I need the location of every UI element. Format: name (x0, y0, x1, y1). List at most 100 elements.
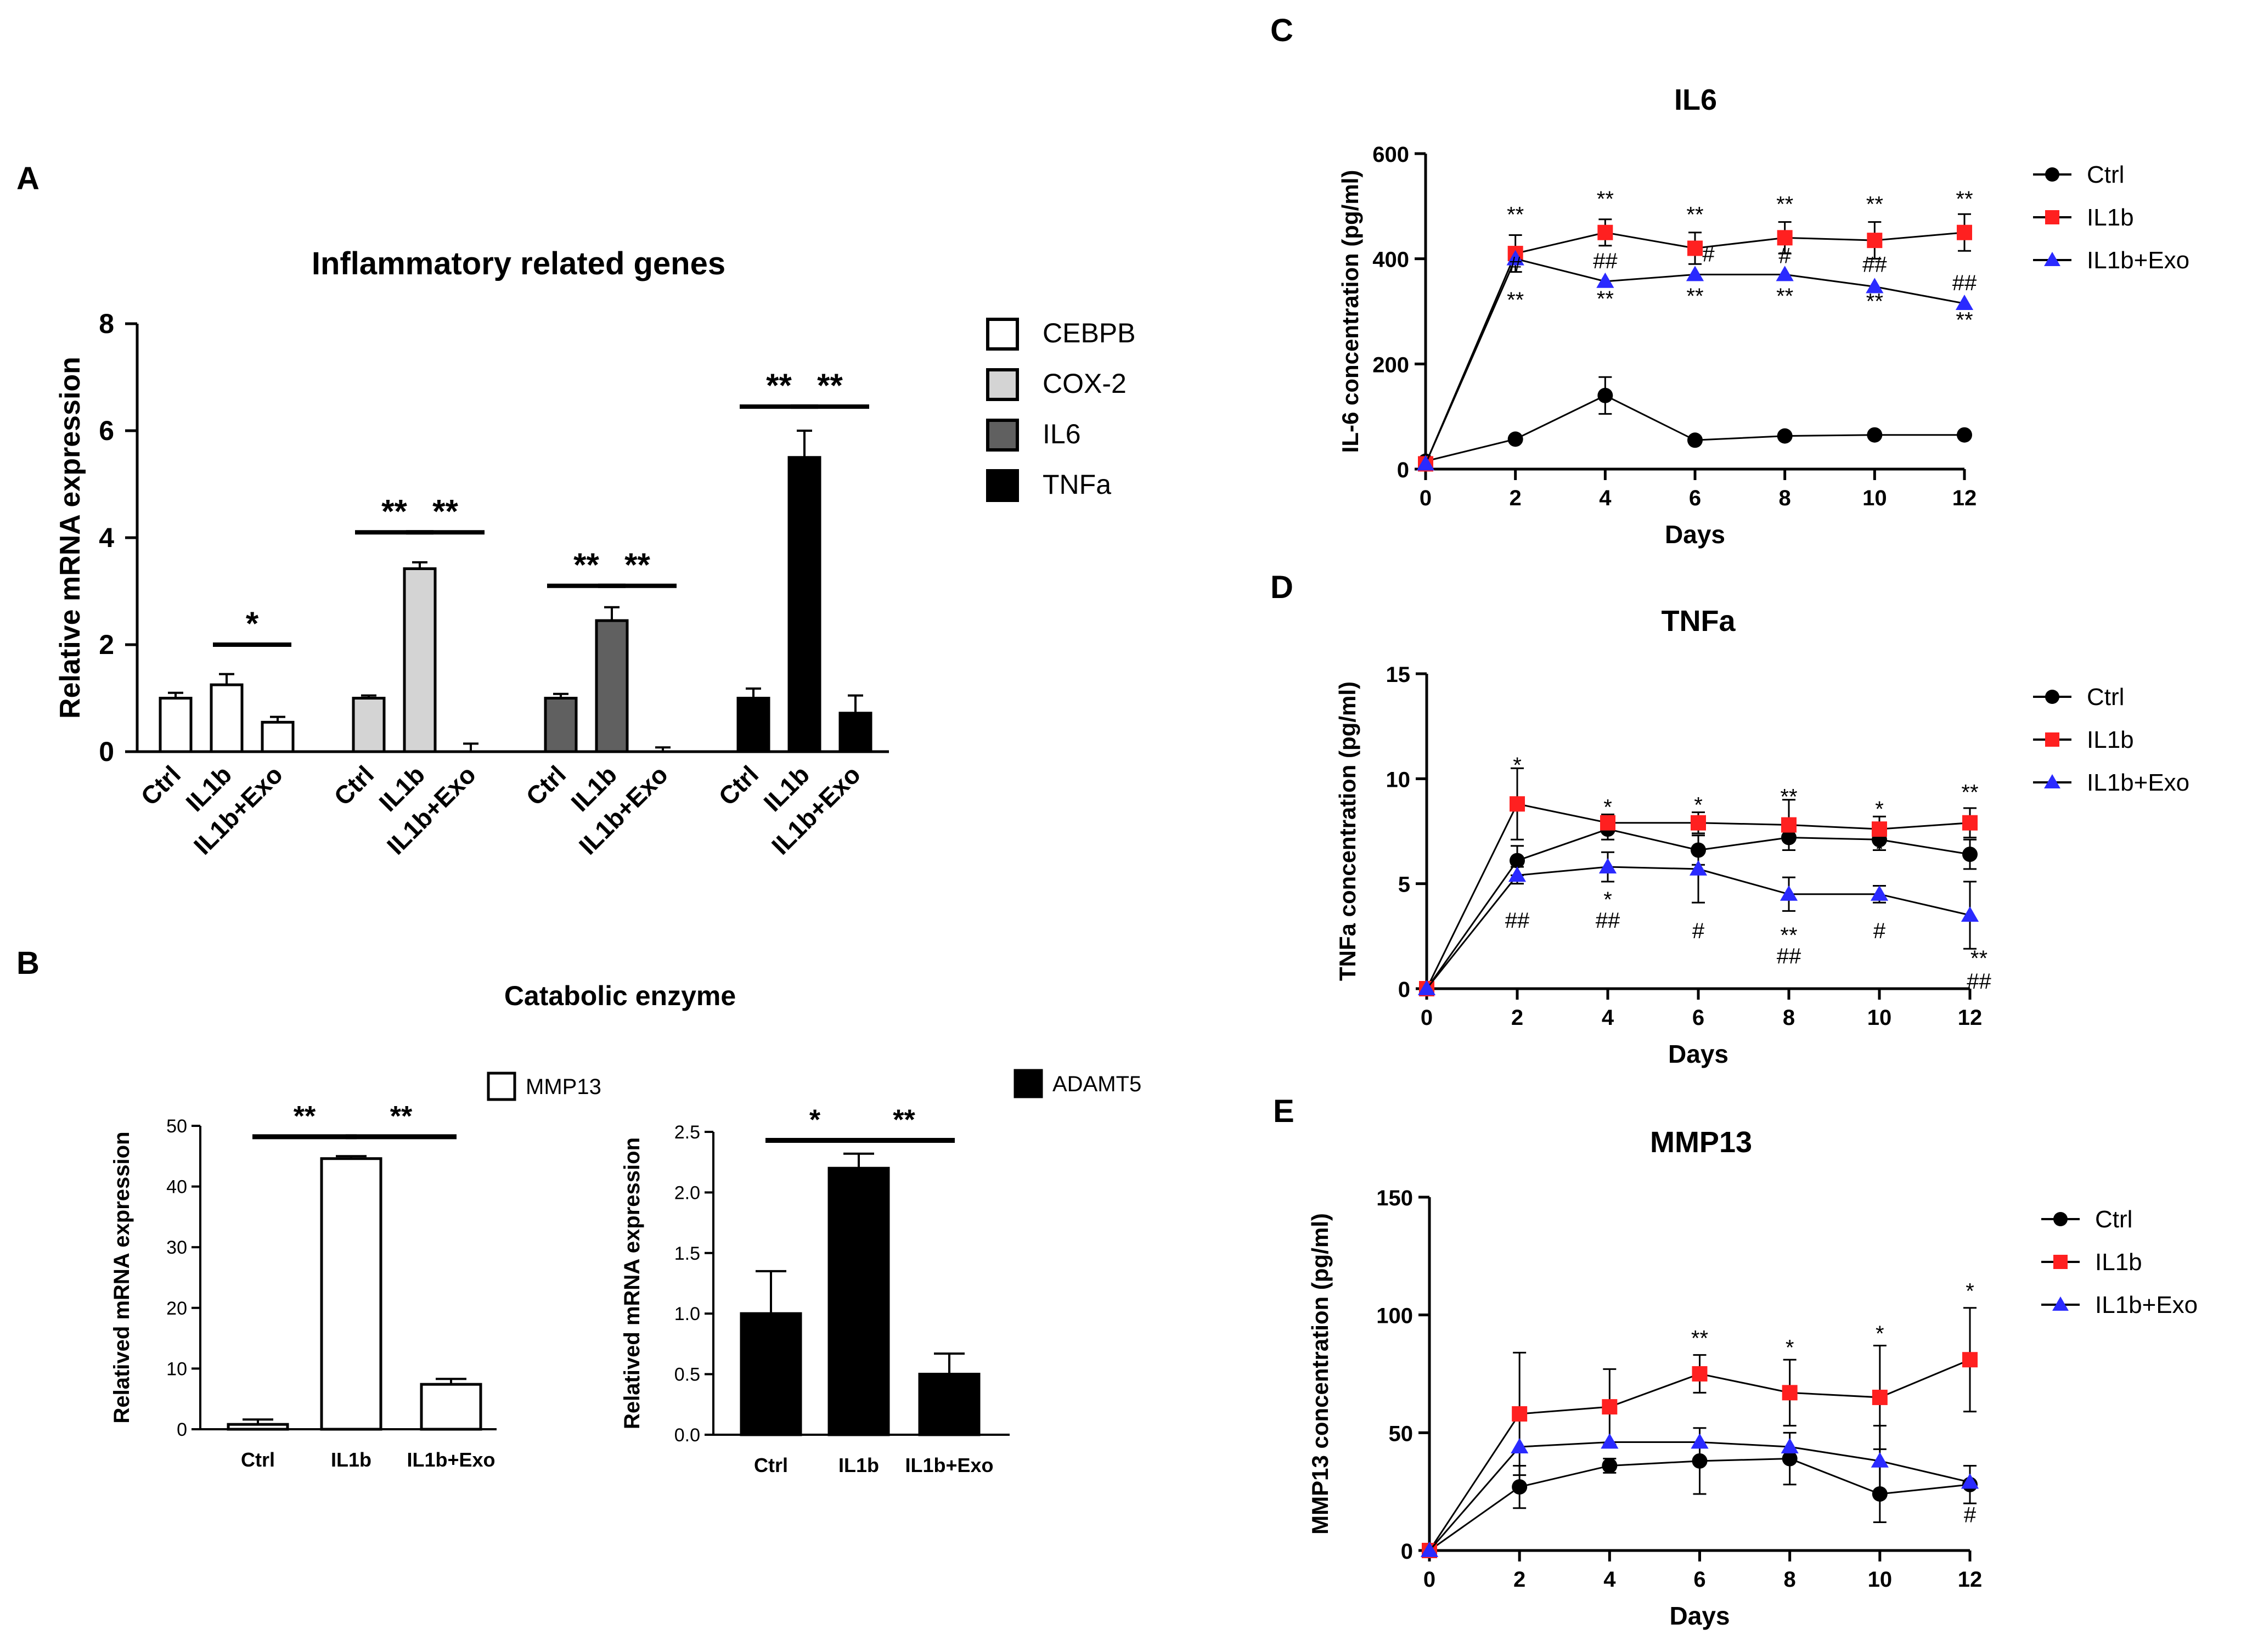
panel-b-mmp13-legend-label: MMP13 (526, 1075, 601, 1099)
panel-b-mmp13-y-tick-label: 40 (166, 1177, 187, 1198)
panel-label-d: D (1270, 570, 1293, 605)
panel-b-adamt5-y-tick-label: 0.5 (674, 1365, 700, 1385)
panel-d-marker (1870, 885, 1889, 901)
panel-a-bar (210, 683, 244, 753)
panel-a-significance-label: * (246, 605, 259, 642)
panel-label-c: C (1270, 13, 1293, 48)
panel-b-adamt5-y-axis-label: Relatived mRNA expression (620, 1137, 644, 1429)
panel-b-mmp13-legend-swatch (487, 1072, 516, 1101)
panel-d-marker (1598, 858, 1617, 873)
panel-a-significance-label: ** (624, 546, 650, 583)
panel-a-significance-label: ** (381, 493, 407, 529)
panel-d-legend-marker (2045, 732, 2059, 747)
panel-c-annotation: ** (1507, 203, 1524, 227)
panel-c-annotation: ** (1956, 187, 1973, 211)
panel-d-marker (1962, 815, 1978, 831)
panel-c-y-tick-label: 400 (1372, 248, 1409, 272)
panel-d-title: TNFa (1662, 605, 1736, 638)
panel-c-annotation: ** (1956, 308, 1973, 332)
panel-e-legend-marker (2052, 1296, 2069, 1311)
panel-e-x-tick-label: 6 (1693, 1568, 1705, 1592)
panel-b-adamt5-y-tick-label: 1.0 (674, 1304, 700, 1324)
panel-c-marker (1867, 427, 1883, 443)
panel-a-significance-label: ** (766, 367, 792, 404)
panel-d-marker (1510, 853, 1525, 869)
panel-d-x-tick-label: 2 (1511, 1006, 1523, 1030)
panel-d-annotation: ** (1961, 781, 1978, 805)
panel-c-marker (1596, 272, 1614, 288)
panel-e-annotation: ** (1691, 1326, 1708, 1350)
panel-d-annotation: # (1692, 919, 1705, 943)
panel-c-marker (1957, 224, 1972, 240)
panel-a-legend-swatch (986, 469, 1019, 502)
panel-b-mmp13-y-tick-label: 0 (177, 1419, 187, 1440)
panel-c-legend-marker (2045, 167, 2059, 182)
panel-e-marker (1691, 1433, 1709, 1449)
panel-d-x-tick-label: 10 (1867, 1006, 1892, 1030)
panel-c-legend-label: IL1b (2087, 204, 2134, 231)
panel-e-x-tick-label: 4 (1603, 1568, 1616, 1592)
panel-d-marker (1961, 906, 1979, 922)
panel-c-annotation: ## (1593, 249, 1618, 273)
panel-a-legend-swatch (986, 318, 1019, 351)
panel-e-marker (1872, 1389, 1888, 1405)
panel-d-annotation: * (1875, 837, 1884, 861)
panel-a-significance-label: ** (573, 546, 599, 583)
panel-a-x-tick-label: Ctrl (520, 760, 571, 811)
panel-c-x-axis-label: Days (1665, 520, 1725, 549)
panel-d-legend-label: Ctrl (2087, 684, 2124, 711)
panel-b-adamt5-bar (740, 1312, 802, 1436)
panel-c-y-tick-label: 600 (1372, 143, 1409, 167)
panel-c-legend-label: IL1b+Exo (2087, 247, 2189, 274)
panel-c-annotation: ** (1686, 203, 1703, 227)
panel-e-annotation: * (1966, 1279, 1974, 1304)
panel-e-marker (1692, 1453, 1708, 1469)
panel-c-marker (1955, 295, 1974, 311)
panel-d-y-axis-label: TNFa concentration (pg/ml) (1335, 681, 1360, 981)
panel-a-x-tick-label: Ctrl (135, 760, 186, 811)
panel-e-legend-label: Ctrl (2095, 1206, 2132, 1233)
panel-c-legend-marker (2044, 252, 2060, 267)
panel-label-e: E (1273, 1093, 1294, 1129)
panel-c-annotation: # (1779, 244, 1792, 268)
panel-b-adamt5-significance-label: * (809, 1104, 821, 1136)
panel-c-annotation: ** (1507, 288, 1524, 312)
panel-d-marker (1508, 866, 1527, 882)
panel-d-x-tick-label: 12 (1958, 1006, 1983, 1030)
panel-b-adamt5-x-tick-label: IL1b+Exo (905, 1454, 993, 1476)
panel-c-marker (1867, 233, 1883, 249)
panel-e-x-axis-label: Days (1670, 1602, 1730, 1630)
panel-e-marker (1782, 1385, 1798, 1401)
panel-c-annotation: ** (1597, 187, 1614, 211)
panel-b-mmp13-bar (227, 1423, 289, 1431)
panel-c-y-axis-label: IL-6 concentration (pg/ml) (1337, 170, 1363, 453)
panel-b-mmp13-y-axis-label: Relatived mRNA expression (110, 1131, 134, 1423)
panel-b-adamt5-x-tick-label: Ctrl (754, 1454, 788, 1476)
panel-d-annotation: ## (1967, 969, 1991, 994)
panel-a-y-tick-label: 4 (99, 522, 114, 553)
panel-a-legend-label: CEBPB (1043, 318, 1136, 348)
panel-b-adamt5-x-tick-label: IL1b (838, 1454, 879, 1476)
panel-b-mmp13-significance-label: ** (390, 1101, 413, 1132)
panel-c-marker (1686, 266, 1704, 281)
panel-d-annotation: * (1694, 793, 1703, 817)
panel-a-x-tick-label: Ctrl (328, 760, 379, 811)
panel-d-marker (1872, 821, 1887, 837)
panel-b-adamt5-y-tick-label: 1.5 (674, 1243, 700, 1264)
panel-e-marker (1692, 1366, 1708, 1382)
panel-c-marker (1866, 278, 1884, 294)
panel-c-series-line (1425, 394, 1964, 463)
panel-b-mmp13-x-tick-label: Ctrl (241, 1448, 275, 1471)
panel-e-x-tick-label: 2 (1513, 1568, 1525, 1592)
panel-e-y-tick-label: 100 (1376, 1304, 1413, 1328)
panel-d-annotation: ** (1970, 946, 1987, 971)
panel-d-legend-marker (2045, 690, 2059, 704)
panel-a-bar (261, 720, 295, 753)
panel-e-annotation: * (1876, 1322, 1884, 1346)
panel-d-x-tick-label: 0 (1421, 1006, 1433, 1030)
panel-c-marker (1687, 432, 1703, 448)
panel-c-marker (1597, 224, 1613, 240)
panel-c-annotation: ** (1866, 290, 1883, 314)
panel-d-marker (1691, 815, 1706, 831)
panel-d-y-tick-label: 0 (1398, 978, 1410, 1002)
